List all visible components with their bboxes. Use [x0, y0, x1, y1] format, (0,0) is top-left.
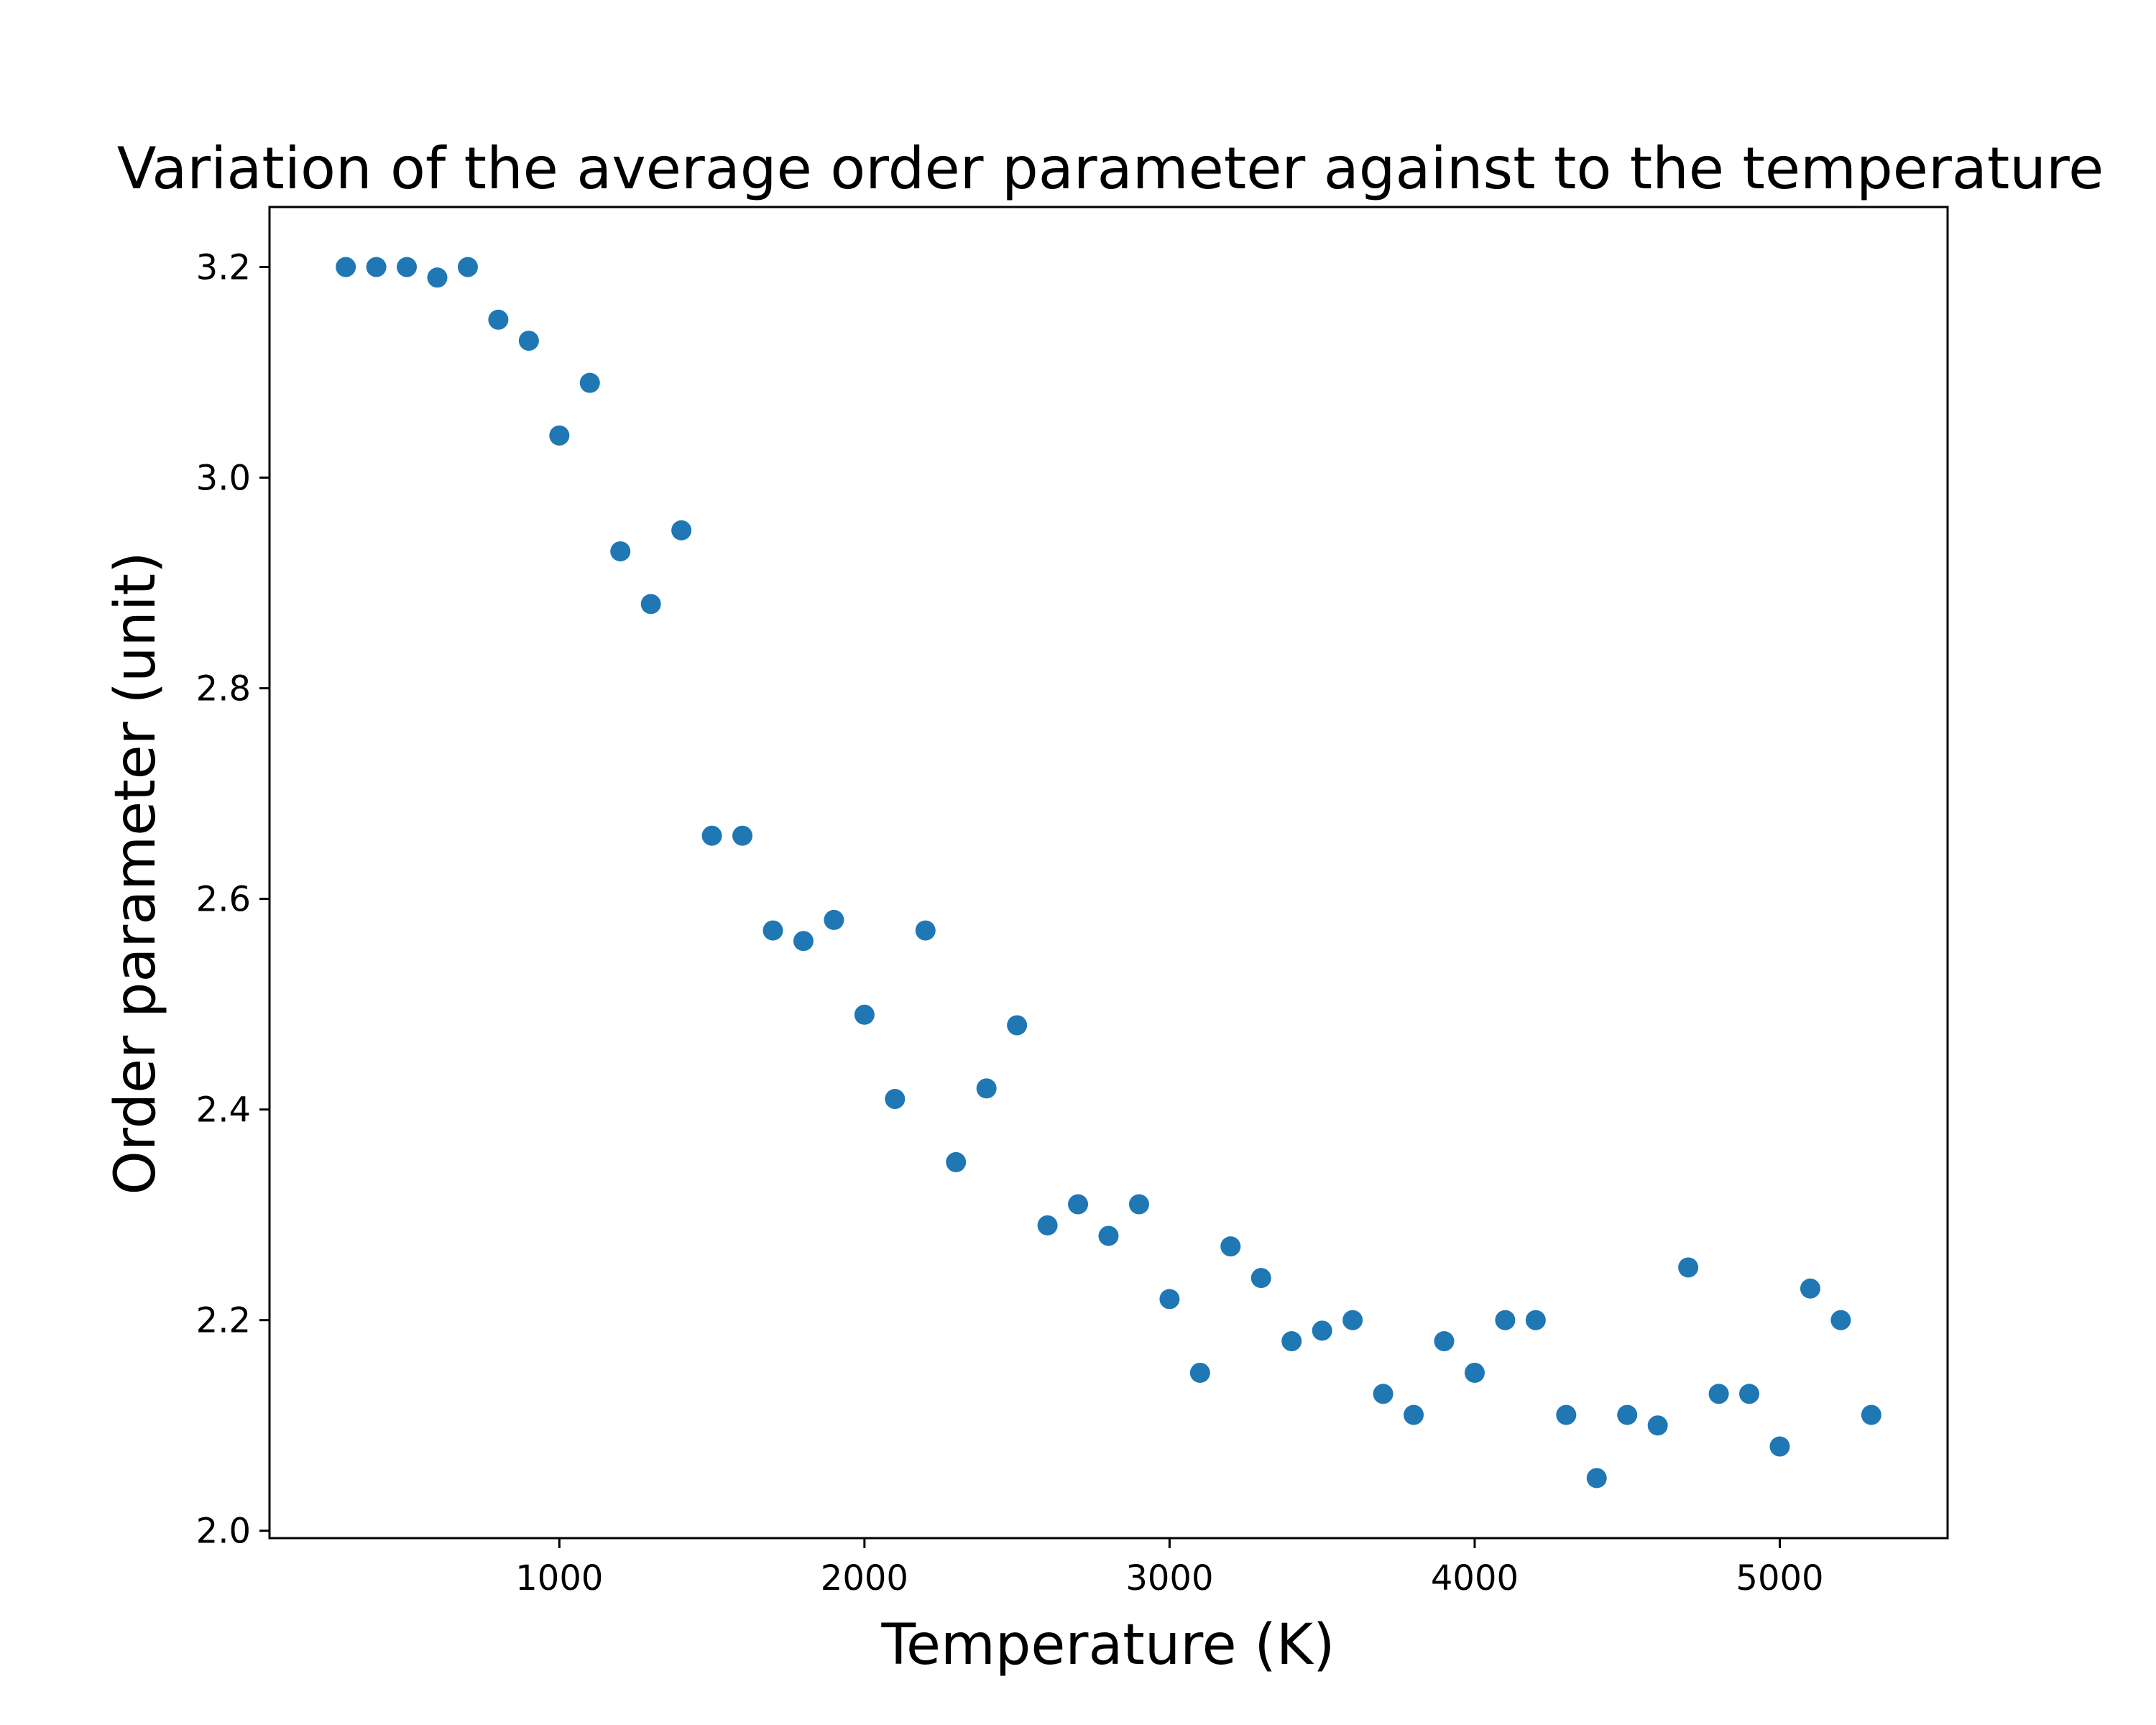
data-point: [457, 257, 478, 277]
data-point: [1647, 1415, 1668, 1436]
data-point: [427, 267, 448, 288]
data-point: [1312, 1320, 1332, 1341]
data-point: [1404, 1404, 1424, 1425]
y-tick-label: 2.8: [196, 669, 251, 709]
data-point: [1525, 1310, 1546, 1330]
data-point: [1861, 1404, 1881, 1425]
data-point: [793, 931, 814, 952]
data-point: [366, 257, 387, 277]
data-point: [336, 257, 356, 277]
data-point: [579, 372, 600, 393]
data-point: [1434, 1331, 1455, 1352]
data-point: [1678, 1257, 1699, 1278]
y-tick-label: 2.4: [196, 1090, 251, 1131]
x-tick-label: 2000: [821, 1558, 908, 1598]
data-point: [1250, 1268, 1271, 1289]
data-point: [1586, 1468, 1607, 1489]
y-tick-label: 3.0: [196, 459, 251, 499]
data-point: [1464, 1362, 1485, 1383]
data-point: [732, 825, 753, 846]
data-point: [915, 920, 936, 941]
data-point: [1159, 1289, 1180, 1310]
data-point: [1556, 1404, 1577, 1425]
plot-frame: [268, 206, 1949, 1540]
data-point: [610, 541, 631, 562]
y-tick-label: 2.0: [196, 1512, 251, 1552]
data-point: [1830, 1310, 1851, 1330]
x-axis-label: Temperature (K): [881, 1613, 1335, 1678]
chart-title: Variation of the average order parameter…: [117, 135, 2104, 202]
data-point: [854, 1004, 875, 1025]
y-tick-label: 2.2: [196, 1301, 251, 1341]
data-point: [1495, 1310, 1516, 1330]
data-point: [1708, 1384, 1729, 1404]
data-point: [824, 909, 844, 930]
data-point: [885, 1089, 906, 1110]
data-point: [1098, 1225, 1119, 1246]
y-axis-label: Order parameter (unit): [103, 551, 168, 1195]
data-point: [488, 309, 509, 330]
data-point: [1617, 1404, 1638, 1425]
data-point: [1281, 1331, 1302, 1352]
data-points: [336, 257, 1881, 1489]
data-point: [397, 257, 418, 277]
data-point: [763, 920, 783, 941]
x-tick-label: 3000: [1125, 1558, 1213, 1598]
data-point: [549, 425, 570, 446]
data-point: [1769, 1436, 1790, 1457]
data-point: [1800, 1278, 1820, 1299]
data-point: [946, 1151, 967, 1172]
data-point: [1220, 1236, 1241, 1257]
y-tick-label: 3.2: [196, 248, 251, 288]
data-point: [518, 331, 539, 351]
y-tick-label: 2.6: [196, 880, 251, 920]
data-point: [640, 594, 661, 615]
data-point: [671, 520, 692, 540]
x-tick-label: 4000: [1431, 1558, 1519, 1598]
x-tick-label: 1000: [515, 1558, 603, 1598]
data-point: [1128, 1194, 1149, 1215]
x-tick-label: 5000: [1736, 1558, 1823, 1598]
data-point: [1189, 1362, 1210, 1383]
data-point: [1068, 1194, 1089, 1215]
data-point: [1739, 1384, 1760, 1404]
data-point: [1007, 1015, 1028, 1036]
x-axis-ticks: 1000 2000 3000 4000 5000: [515, 1538, 1824, 1598]
data-point: [701, 825, 722, 846]
data-point: [1342, 1310, 1363, 1330]
data-point: [1037, 1215, 1058, 1236]
data-point: [976, 1078, 997, 1099]
y-axis-ticks: 2.0 2.2 2.4 2.6 2.8 3.0 3.2: [196, 248, 270, 1552]
data-point: [1373, 1384, 1393, 1404]
